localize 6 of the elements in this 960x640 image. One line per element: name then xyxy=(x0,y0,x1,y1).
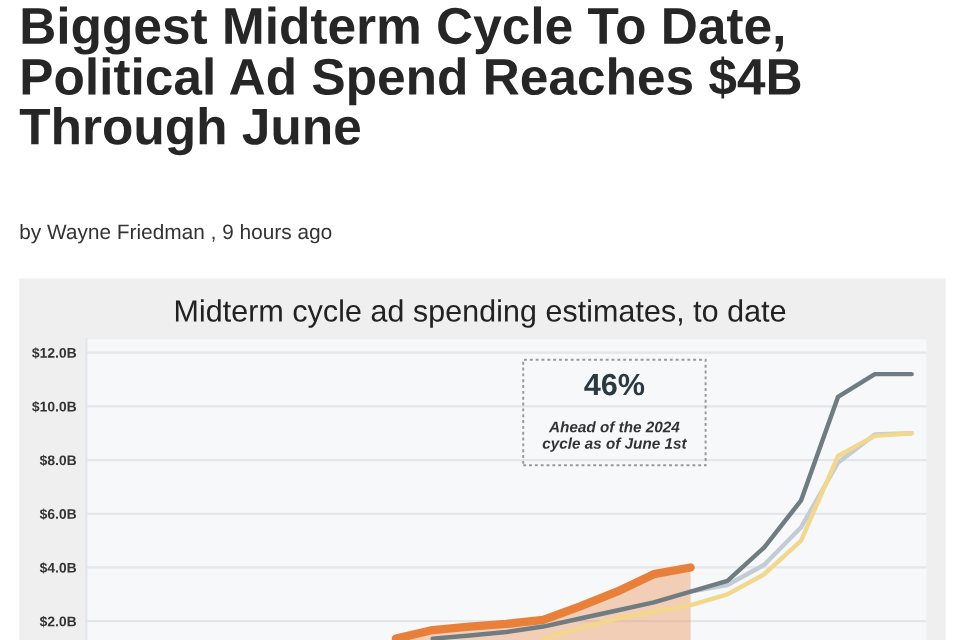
text: by Wayne Friedman , 9 hours ago xyxy=(20,223,332,244)
line-series xyxy=(541,430,914,640)
text: Biggest Midterm Cycle To Date, Political Ad Spend Reaches $4B Through June xyxy=(19,6,801,156)
line-series xyxy=(430,371,914,640)
chart-title: Midterm cycle ad spending estimates, to date xyxy=(175,299,786,328)
annotation: 46% xyxy=(584,373,645,396)
